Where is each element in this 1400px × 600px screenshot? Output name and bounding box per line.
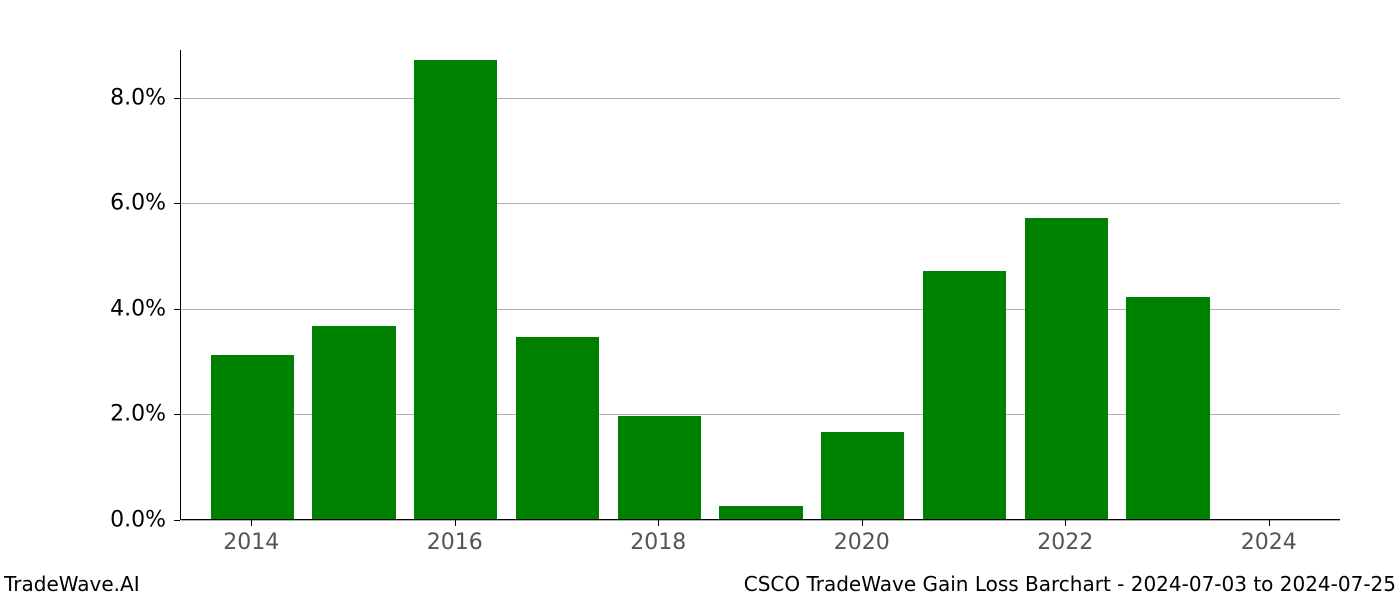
y-gridline <box>181 203 1340 204</box>
x-tick-label: 2024 <box>1241 530 1297 555</box>
y-tick-label: 6.0% <box>0 191 166 216</box>
y-tick <box>174 309 180 310</box>
y-tick-label: 4.0% <box>0 296 166 321</box>
bar <box>821 432 904 519</box>
x-tick <box>1269 520 1270 526</box>
x-tick <box>455 520 456 526</box>
chart-container: TradeWave.AI CSCO TradeWave Gain Loss Ba… <box>0 0 1400 600</box>
y-tick <box>174 98 180 99</box>
y-gridline <box>181 520 1340 521</box>
x-tick-label: 2018 <box>630 530 686 555</box>
bar <box>719 506 802 519</box>
x-tick-label: 2014 <box>223 530 279 555</box>
y-tick-label: 8.0% <box>0 85 166 110</box>
plot-area <box>180 50 1340 520</box>
x-tick-label: 2016 <box>427 530 483 555</box>
x-tick <box>251 520 252 526</box>
y-tick <box>174 520 180 521</box>
bar <box>618 416 701 519</box>
y-tick <box>174 414 180 415</box>
y-tick-label: 2.0% <box>0 402 166 427</box>
x-tick <box>658 520 659 526</box>
bar <box>516 337 599 519</box>
bar <box>1126 297 1209 519</box>
footer-right-text: CSCO TradeWave Gain Loss Barchart - 2024… <box>744 572 1396 596</box>
bar <box>1025 218 1108 519</box>
footer-left-text: TradeWave.AI <box>4 572 140 596</box>
bar <box>923 271 1006 519</box>
x-tick-label: 2020 <box>834 530 890 555</box>
bar <box>312 326 395 519</box>
y-tick-label: 0.0% <box>0 508 166 533</box>
bar <box>211 355 294 519</box>
x-tick <box>862 520 863 526</box>
x-tick-label: 2022 <box>1037 530 1093 555</box>
y-tick <box>174 203 180 204</box>
x-tick <box>1065 520 1066 526</box>
bar <box>414 60 497 519</box>
y-gridline <box>181 98 1340 99</box>
